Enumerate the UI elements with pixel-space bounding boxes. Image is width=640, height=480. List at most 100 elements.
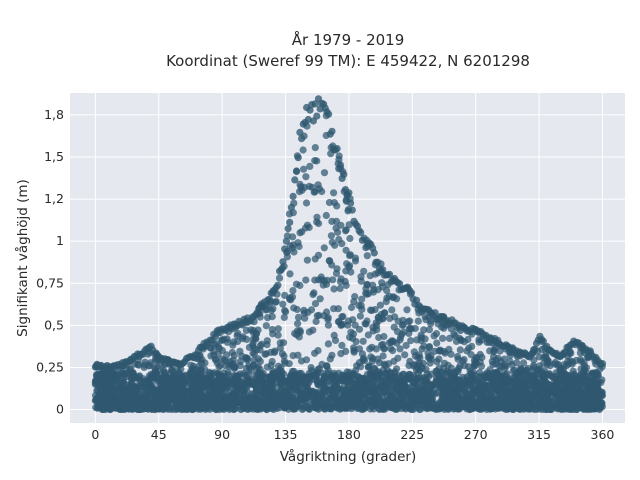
data-point xyxy=(311,157,319,165)
data-point xyxy=(370,382,378,390)
data-point xyxy=(262,385,270,393)
data-point xyxy=(502,362,510,370)
data-point xyxy=(576,356,585,364)
data-point xyxy=(240,404,248,412)
data-point xyxy=(360,267,368,275)
data-point xyxy=(107,383,115,391)
data-point xyxy=(324,340,332,348)
data-point xyxy=(371,306,379,314)
data-point xyxy=(281,245,289,253)
data-point xyxy=(503,390,512,398)
data-point xyxy=(277,373,285,381)
data-point xyxy=(352,400,360,409)
data-point xyxy=(401,351,409,359)
data-point xyxy=(263,341,271,349)
data-point xyxy=(581,367,589,375)
data-point xyxy=(349,375,357,383)
data-point xyxy=(423,404,431,412)
data-point xyxy=(283,380,292,388)
data-point xyxy=(322,211,330,220)
data-point xyxy=(559,373,567,381)
data-point xyxy=(349,316,357,324)
data-point xyxy=(284,225,292,233)
data-point xyxy=(194,402,202,410)
data-point xyxy=(311,100,319,108)
data-point xyxy=(113,373,121,381)
data-point xyxy=(427,320,435,328)
data-point xyxy=(344,321,352,329)
data-point xyxy=(364,331,372,339)
data-point xyxy=(335,155,343,164)
data-point xyxy=(417,336,425,345)
data-point xyxy=(510,387,518,395)
data-point xyxy=(440,359,449,367)
data-point xyxy=(472,389,481,397)
y-tick-label: 1,8 xyxy=(44,107,64,122)
data-point xyxy=(396,345,404,353)
data-point xyxy=(328,127,336,135)
data-point xyxy=(292,167,301,175)
data-point xyxy=(335,235,343,244)
y-tick-label: 0,75 xyxy=(36,275,64,290)
data-point xyxy=(276,367,284,375)
data-point xyxy=(268,385,276,394)
data-point xyxy=(368,343,376,351)
data-point xyxy=(215,398,223,406)
data-point xyxy=(541,374,549,382)
data-point xyxy=(313,312,321,320)
data-point xyxy=(279,258,287,266)
data-point xyxy=(469,368,477,376)
data-point xyxy=(279,339,288,347)
data-point xyxy=(541,383,549,391)
x-tick-label: 360 xyxy=(591,427,615,442)
x-tick-label: 90 xyxy=(214,427,230,442)
data-point xyxy=(519,375,527,383)
data-point xyxy=(404,318,412,326)
data-point xyxy=(369,327,377,335)
data-point xyxy=(324,321,332,329)
data-point xyxy=(291,176,299,184)
data-point xyxy=(346,333,354,341)
data-point xyxy=(338,341,346,349)
data-point xyxy=(309,326,317,334)
data-point xyxy=(231,392,239,400)
data-point xyxy=(281,306,289,315)
data-point xyxy=(544,398,552,406)
x-axis-label: Vågriktning (grader) xyxy=(280,448,417,465)
data-point xyxy=(390,357,398,365)
data-point xyxy=(554,360,562,368)
data-point xyxy=(286,270,294,278)
data-point xyxy=(314,181,322,189)
data-point xyxy=(352,338,360,346)
data-point xyxy=(547,387,555,395)
data-point xyxy=(373,390,381,399)
data-point xyxy=(325,198,333,207)
data-point xyxy=(144,376,152,384)
data-point xyxy=(236,362,244,370)
data-point xyxy=(407,337,415,345)
data-point xyxy=(187,389,195,397)
data-point xyxy=(356,312,364,320)
data-point xyxy=(347,303,356,312)
data-point xyxy=(380,332,388,341)
data-point xyxy=(427,370,435,378)
data-point xyxy=(282,237,290,245)
data-point xyxy=(267,361,275,369)
data-point xyxy=(544,357,552,365)
data-point xyxy=(365,363,373,371)
data-point xyxy=(403,306,411,314)
data-point xyxy=(398,399,406,407)
data-point xyxy=(405,329,413,337)
data-point xyxy=(425,343,433,351)
data-point xyxy=(500,355,508,363)
data-point xyxy=(189,362,198,370)
data-point xyxy=(181,405,189,413)
data-point xyxy=(156,394,164,402)
y-tick-label: 1,2 xyxy=(44,191,64,206)
data-point xyxy=(203,381,211,389)
data-point xyxy=(307,306,316,314)
data-point xyxy=(385,270,394,278)
data-point xyxy=(350,344,358,352)
y-tick-label: 0 xyxy=(56,402,64,417)
x-tick-label: 45 xyxy=(151,427,167,442)
